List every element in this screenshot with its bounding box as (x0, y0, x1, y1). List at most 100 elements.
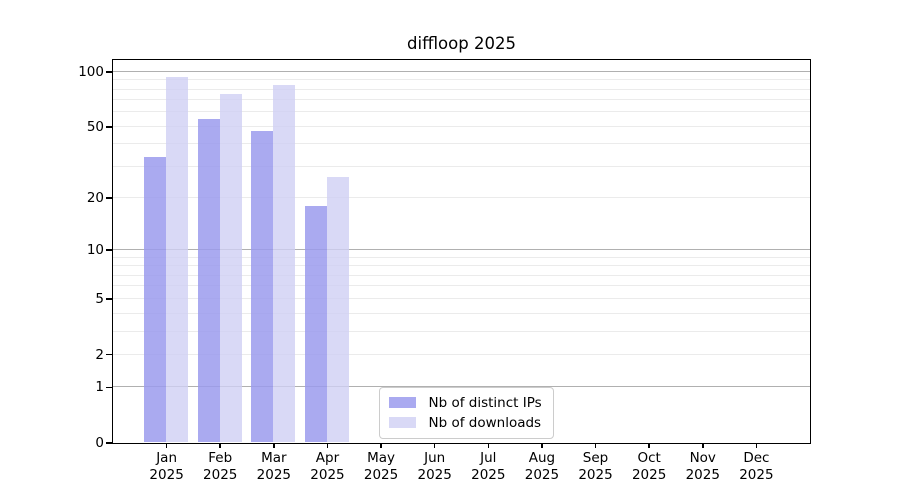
legend-item-downloads: Nb of downloads (388, 414, 542, 431)
x-tick-year: 2025 (739, 467, 774, 483)
x-tick-mark-dec (755, 443, 758, 448)
minor-gridline-90 (112, 79, 810, 81)
x-tick-mark-nov (702, 443, 704, 448)
x-tick-year: 2025 (203, 467, 238, 483)
minor-gridline-50 (112, 125, 810, 127)
plot-area: Nb of distinct IPs Nb of downloads (111, 58, 811, 444)
x-tick-mark-mar (273, 443, 275, 448)
y-tick-mark-10 (106, 249, 113, 251)
x-tick-month: Feb (208, 450, 233, 466)
legend-label-distinct-ips: Nb of distinct IPs (428, 394, 542, 411)
x-tick-month: Jan (156, 450, 178, 466)
y-tick-label-20: 20 (86, 190, 104, 207)
x-tick-mark-feb (219, 443, 221, 448)
x-tick-label-dec: Dec 2025 (724, 450, 788, 484)
y-tick-label-0: 0 (95, 435, 104, 451)
minor-gridline-30 (112, 165, 810, 167)
x-tick-year: 2025 (524, 467, 560, 483)
bar-ips-jan (144, 156, 167, 443)
y-tick-mark-0 (106, 442, 113, 444)
bar-downloads-feb (219, 94, 242, 443)
x-tick-month: Nov (689, 450, 716, 466)
x-tick-mark-jun (433, 443, 436, 448)
x-tick-month: Apr (315, 450, 340, 466)
x-tick-year: 2025 (256, 467, 292, 483)
chart-title: diffloop 2025 (407, 34, 516, 53)
x-tick-year: 2025 (631, 467, 667, 483)
minor-gridline-2 (112, 353, 810, 355)
x-tick-month: Dec (743, 450, 770, 466)
x-tick-label-mar: Mar 2025 (242, 450, 306, 484)
x-tick-label-oct: Oct 2025 (617, 450, 681, 484)
y-tick-label-10: 10 (86, 242, 104, 259)
minor-gridline-80 (112, 88, 810, 90)
x-tick-month: Oct (637, 450, 661, 466)
x-tick-year: 2025 (363, 467, 399, 483)
x-tick-mark-apr (326, 443, 329, 448)
x-tick-month: Jun (424, 450, 446, 466)
y-tick-mark-20 (106, 197, 113, 199)
y-tick-mark-100 (106, 71, 113, 73)
y-tick-label-1: 1 (95, 379, 104, 396)
major-gridline-10 (112, 249, 810, 251)
bars-layer (113, 60, 810, 443)
bar-ips-feb (197, 118, 220, 443)
x-tick-mark-jul (487, 443, 490, 448)
y-tick-mark-2 (106, 353, 113, 356)
x-tick-label-jan: Jan 2025 (135, 450, 199, 484)
y-tick-mark-50 (106, 126, 113, 128)
x-tick-label-aug: Aug 2025 (510, 450, 574, 484)
y-tick-label-50: 50 (86, 118, 104, 135)
minor-gridline-9 (112, 256, 810, 258)
x-tick-year: 2025 (578, 467, 613, 483)
bar-ips-apr (304, 205, 327, 443)
x-tick-label-jul: Jul 2025 (456, 450, 520, 484)
x-tick-mark-sep (594, 443, 597, 448)
x-tick-label-apr: Apr 2025 (295, 450, 359, 484)
minor-gridline-60 (112, 111, 810, 113)
y-tick-label-5: 5 (95, 290, 104, 307)
legend-swatch-downloads (388, 417, 416, 428)
x-tick-month: Aug (528, 450, 556, 466)
minor-gridline-4 (112, 312, 810, 314)
x-tick-mark-jan (165, 443, 168, 448)
x-tick-label-sep: Sep 2025 (564, 450, 628, 484)
bar-downloads-mar (273, 85, 296, 443)
y-tick-label-100: 100 (78, 63, 104, 80)
x-tick-year: 2025 (471, 467, 506, 483)
minor-gridline-70 (112, 99, 810, 101)
legend-label-downloads: Nb of downloads (428, 414, 542, 431)
y-tick-mark-1 (106, 386, 113, 388)
minor-gridline-5 (112, 297, 810, 299)
legend: Nb of distinct IPs Nb of downloads (378, 386, 554, 439)
minor-gridline-6 (112, 285, 810, 287)
x-tick-label-may: May 2025 (349, 450, 413, 484)
x-tick-month: Mar (261, 450, 287, 466)
x-tick-label-feb: Feb 2025 (188, 450, 252, 484)
bar-ips-mar (251, 131, 274, 443)
x-tick-month: May (367, 450, 396, 466)
x-tick-year: 2025 (685, 467, 720, 483)
bar-downloads-jan (166, 77, 189, 443)
major-gridline-100 (112, 70, 810, 72)
x-tick-mark-aug (541, 443, 543, 448)
minor-gridline-40 (112, 143, 810, 145)
x-tick-label-jun: Jun 2025 (403, 450, 467, 484)
y-tick-label-2: 2 (95, 346, 104, 363)
x-tick-month: Jul (480, 450, 497, 466)
minor-gridline-20 (112, 197, 810, 199)
minor-gridline-8 (112, 265, 810, 267)
minor-gridline-3 (112, 330, 810, 332)
minor-gridline-7 (112, 274, 810, 276)
x-tick-label-nov: Nov 2025 (671, 450, 735, 484)
x-tick-year: 2025 (417, 467, 452, 483)
legend-item-distinct-ips: Nb of distinct IPs (388, 394, 542, 411)
x-tick-year: 2025 (310, 467, 345, 483)
y-tick-mark-5 (106, 298, 113, 300)
x-tick-mark-may (380, 443, 382, 448)
legend-swatch-distinct-ips (388, 397, 416, 408)
bar-downloads-apr (326, 177, 349, 443)
x-tick-year: 2025 (149, 467, 184, 483)
x-tick-month: Sep (582, 450, 609, 466)
